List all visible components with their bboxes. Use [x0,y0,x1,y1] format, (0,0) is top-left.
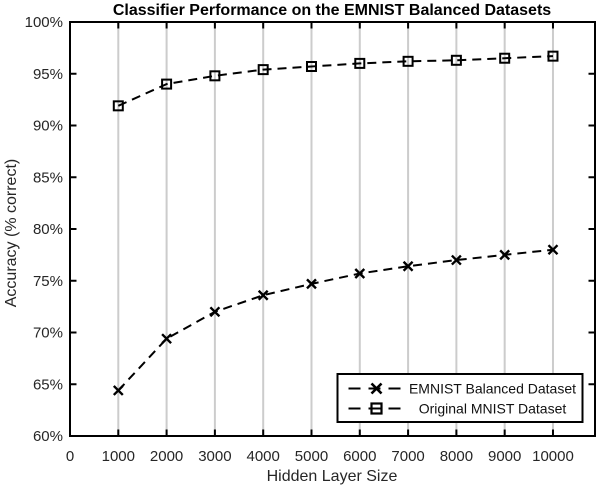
series-line [117,248,554,392]
x-tick-label: 0 [66,448,74,465]
y-tick-label: 60% [33,428,63,445]
x-tick-label: 2000 [150,448,183,465]
marker-x [451,254,462,266]
marker-x [112,385,124,396]
x-tick-label: 1000 [102,448,135,465]
series-emnist [112,244,559,396]
legend-label: EMNIST Balanced Dataset [409,381,576,397]
x-tick-label: 3000 [198,448,231,465]
marker-x [306,278,317,290]
y-tick-label: 95% [33,66,63,83]
marker-square [305,61,317,73]
x-tick-label: 8000 [440,448,473,465]
marker-x [499,249,511,261]
marker-square [209,70,221,82]
y-tick-labels: 60% 65% 70% 75% 80% 85% 90% 95% 100% [25,14,63,445]
y-tick-label: 80% [33,221,63,238]
marker-square [499,52,511,64]
marker-x [209,306,221,318]
marker-x [370,382,383,395]
marker-square [354,57,366,69]
y-tick-label: 70% [33,325,63,342]
plot-border [69,21,596,437]
marker-x [257,289,269,301]
x-tick-label: 4000 [247,448,280,465]
legend-label: Original MNIST Dataset [419,401,567,417]
marker-square [112,100,124,112]
x-tick-label: 5000 [295,448,328,465]
marker-x [402,260,414,272]
marker-x [161,333,172,345]
y-tick-label: 90% [33,118,63,135]
marker-square [257,64,269,76]
y-tick-label: 85% [33,169,63,186]
series-line [117,55,554,107]
marker-square [161,78,173,90]
marker-square [450,54,462,66]
legend-box [336,373,584,423]
x-tick-label: 10000 [532,448,574,465]
x-tick-label: 6000 [343,448,376,465]
y-axis-label: Accuracy (% correct) [3,159,20,307]
y-tick-label: 100% [25,14,63,31]
axis-ticks [69,21,594,437]
marker-x [354,268,366,279]
legend: EMNIST Balanced Dataset Original MNIST Da… [336,373,584,423]
chart-title: Classifier Performance on the EMNIST Bal… [113,2,551,19]
marker-square [547,50,559,62]
series-mnist [112,50,559,112]
marker-square [402,55,414,67]
marker-square [370,402,383,415]
x-tick-labels: 0 1000 2000 3000 4000 5000 6000 7000 8000 9000 100… [66,448,574,465]
y-tick-label: 65% [33,376,63,393]
gridlines [117,22,554,436]
y-tick-label: 75% [33,273,63,290]
x-axis-label: Hidden Layer Size [267,468,398,485]
x-tick-label: 9000 [488,448,521,465]
x-tick-label: 7000 [391,448,424,465]
marker-x [547,244,559,256]
